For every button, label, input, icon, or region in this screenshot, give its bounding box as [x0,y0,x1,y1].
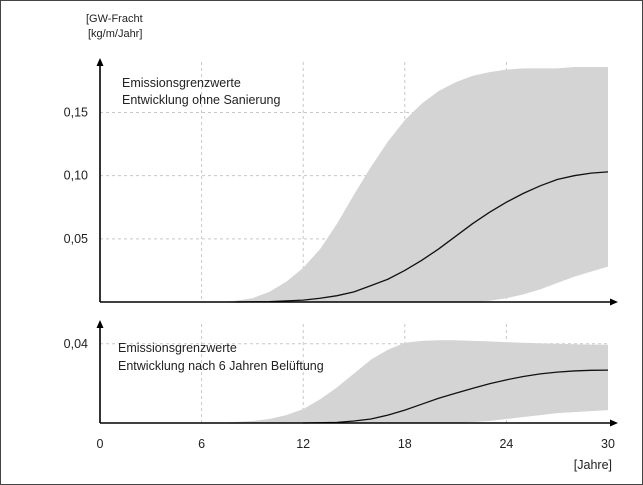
top-mean-line [235,171,609,303]
top-uncertainty-band [218,67,609,302]
uncertainty-band [218,67,609,302]
bottom-uncertainty-band [218,340,609,423]
y-axis-arrow [96,320,104,328]
panel-ohne-sanierung: 0,05 0,10 0,15 [GW-Fracht [kg/m/Jahr] Emis… [64,13,618,306]
mean-curve [235,171,609,303]
y-tick-label: 0,05 [64,232,88,246]
bottom-mean-line [303,369,609,424]
x-tick-label: 0 [97,437,104,451]
y-tick-label: 0,15 [64,106,88,120]
x-tick-label: 6 [198,437,205,451]
y-tick-label: 0,10 [64,169,88,183]
x-axis-arrow [610,298,618,306]
x-tick-label: 12 [296,437,310,451]
x-unit-label: [Jahre] [574,458,612,472]
x-axis-arrow [610,419,618,427]
y-unit-label-line1: [GW-Fracht [86,13,143,25]
panel-nach-belueftung: 0,04 0 6 12 18 24 30 Emissionsgrenzwerte Entw… [64,320,618,472]
x-tick-label: 18 [398,437,412,451]
bottom-y-tick-labels: 0,04 [64,337,88,351]
x-tick-label: 24 [499,437,513,451]
y-unit-label-line2: [kg/m/Jahr] [88,28,142,40]
bottom-annotation-line1: Emissionsgrenzwerte [118,341,237,355]
y-axis-arrow [96,58,104,66]
top-y-tick-labels: 0,05 0,10 0,15 [64,106,88,246]
top-annotation-line2: Entwicklung ohne Sanierung [122,93,280,107]
bottom-annotation-line2: Entwicklung nach 6 Jahren Belüftung [118,359,324,373]
top-annotation-line1: Emissionsgrenzwerte [122,76,241,90]
mean-curve [303,369,609,424]
x-tick-label: 30 [601,437,615,451]
top-axes [96,58,618,306]
uncertainty-band [218,340,609,423]
bottom-axes [96,320,618,427]
x-tick-labels: 0 6 12 18 24 30 [97,437,615,451]
y-tick-label: 0,04 [64,337,88,351]
